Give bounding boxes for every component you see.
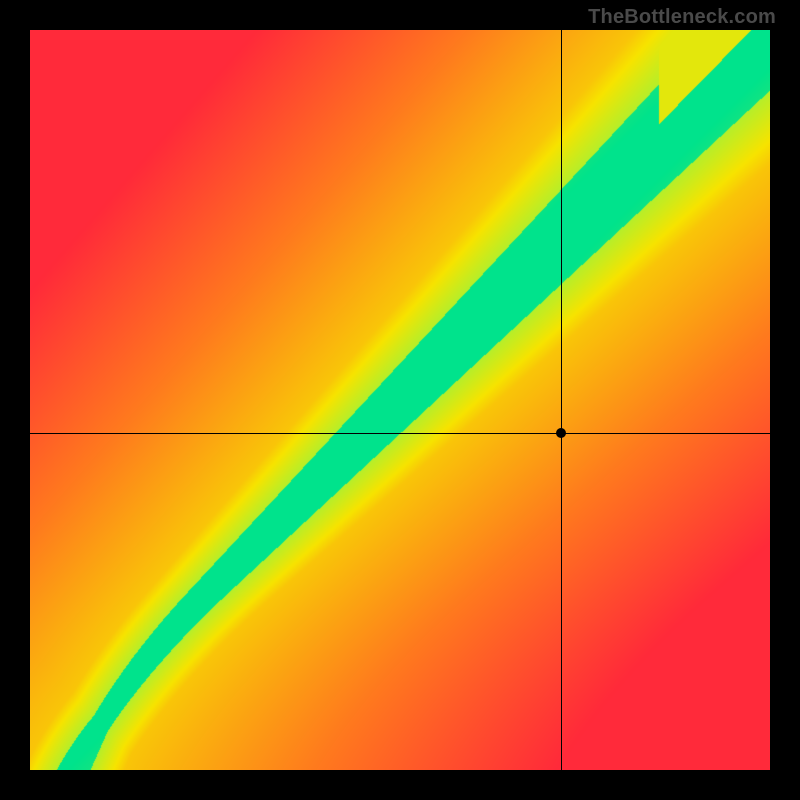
- watermark-text: TheBottleneck.com: [588, 6, 776, 29]
- plot-area: [30, 30, 770, 770]
- crosshair-vertical: [561, 30, 562, 770]
- crosshair-marker: [556, 428, 566, 438]
- crosshair-horizontal: [30, 433, 770, 434]
- heatmap-canvas: [30, 30, 770, 770]
